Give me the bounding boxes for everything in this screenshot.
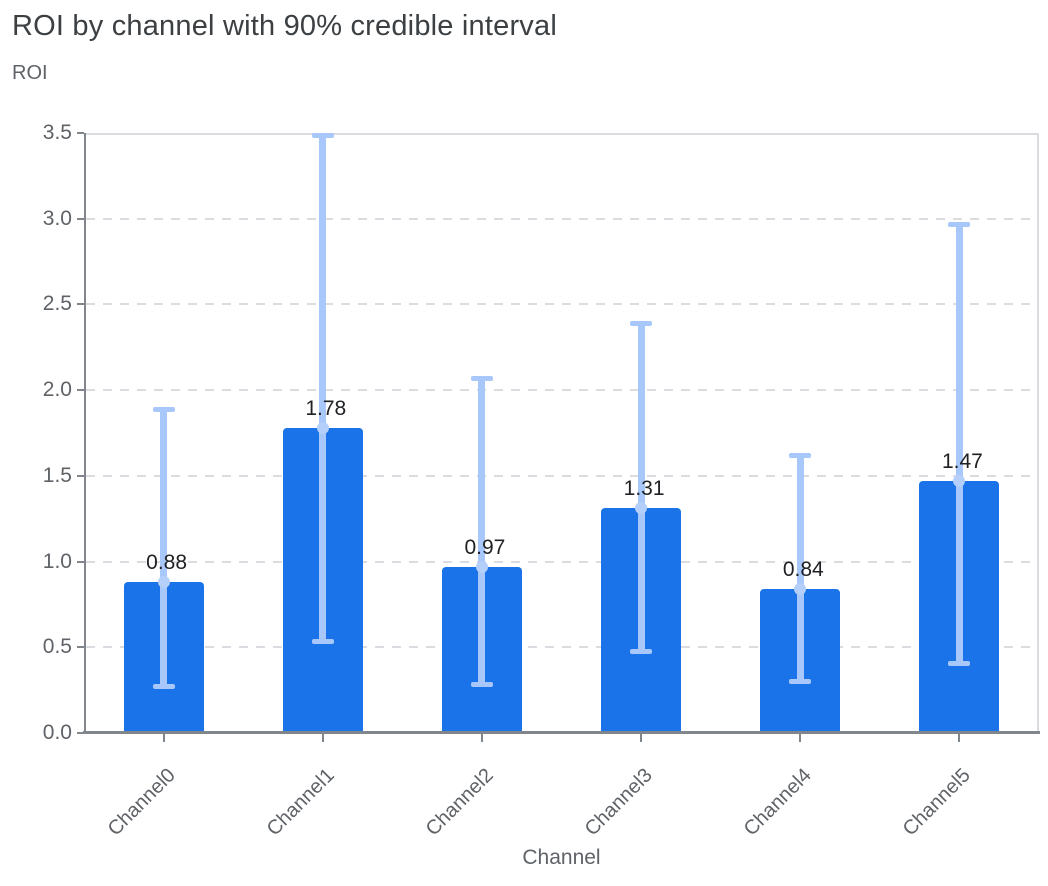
x-tick-label-Channel3: Channel3 <box>580 764 657 841</box>
y-tick-mark <box>77 389 84 392</box>
gridline <box>86 217 1037 220</box>
error-bar-point-marker <box>794 583 807 595</box>
y-tick-label: 3.5 <box>42 121 72 144</box>
gridline <box>86 303 1037 306</box>
x-tick-mark <box>958 734 961 742</box>
bar-value-label: 0.88 <box>146 551 188 575</box>
x-tick-label-Channel4: Channel4 <box>739 764 817 841</box>
error-bar-cap-top <box>948 221 971 227</box>
error-bar-line <box>478 378 486 685</box>
error-bar-line <box>955 223 963 665</box>
gridline <box>86 646 1037 649</box>
error-bar-point-marker <box>157 576 170 589</box>
error-bar-point-marker <box>953 475 966 487</box>
y-tick-label: 0.0 <box>42 721 72 744</box>
x-tick-label-Channel1: Channel1 <box>262 764 339 841</box>
y-tick-label: 3.0 <box>42 206 72 230</box>
x-axis-title: Channel <box>522 846 601 869</box>
error-bar-cap-top <box>311 132 334 138</box>
plot-border-right <box>1037 133 1039 733</box>
error-bar-cap-bottom <box>152 683 175 689</box>
x-tick-label-Channel0: Channel0 <box>103 764 180 841</box>
gridline <box>86 389 1037 392</box>
error-bar-cap-bottom <box>630 649 653 655</box>
x-tick-mark <box>321 734 324 742</box>
y-tick-mark <box>77 474 84 477</box>
x-tick-mark <box>480 734 483 742</box>
error-bar-cap-bottom <box>789 678 812 684</box>
error-bar-line <box>637 323 645 653</box>
y-tick-mark <box>77 732 84 734</box>
x-tick-label-Channel5: Channel5 <box>899 764 976 841</box>
y-tick-label: 0.5 <box>42 635 72 659</box>
plot-border-top <box>84 133 1039 135</box>
y-tick-mark <box>77 217 84 220</box>
y-tick-label: 1.0 <box>42 549 72 573</box>
bar-value-label: 0.97 <box>464 535 506 559</box>
error-bar-cap-top <box>630 321 653 327</box>
error-bar-cap-top <box>152 407 175 412</box>
y-axis-title: ROI <box>12 62 48 84</box>
y-axis-line <box>84 133 86 733</box>
bar-value-label: 1.78 <box>305 396 347 420</box>
y-tick-label: 1.5 <box>42 463 72 487</box>
error-bar-cap-bottom <box>948 661 971 667</box>
error-bar-point-marker <box>475 560 488 573</box>
gridline <box>86 560 1037 563</box>
error-bar-cap-top <box>789 453 812 459</box>
x-tick-mark <box>799 734 802 742</box>
y-tick-mark <box>77 132 84 134</box>
y-tick-label: 2.5 <box>42 292 72 316</box>
y-tick-mark <box>77 646 84 649</box>
error-bar-cap-bottom <box>311 639 334 645</box>
x-axis-line <box>83 731 1040 734</box>
x-tick-label-Channel2: Channel2 <box>421 764 498 841</box>
error-bar-line <box>160 409 168 687</box>
x-tick-mark <box>162 734 165 742</box>
bar-value-label: 0.84 <box>782 558 824 581</box>
chart-title: ROI by channel with 90% credible interva… <box>12 10 557 42</box>
error-bar-cap-bottom <box>470 682 493 687</box>
error-bar-point-marker <box>316 421 329 434</box>
error-bar-cap-top <box>470 376 493 382</box>
bar-value-label: 1.31 <box>623 477 665 501</box>
error-bar-point-marker <box>635 502 648 515</box>
bar-value-label: 1.47 <box>941 450 983 473</box>
y-tick-mark <box>77 303 84 306</box>
gridline <box>86 474 1037 477</box>
plot-area: 0.88 Channel0 1.78 Channel1 0.97 Channel2 1.31… <box>43 121 1040 840</box>
y-tick-label: 2.0 <box>42 378 72 402</box>
error-bar-line <box>319 134 327 643</box>
x-tick-mark <box>640 734 643 742</box>
y-tick-mark <box>77 560 84 563</box>
error-bar-line <box>796 455 804 682</box>
